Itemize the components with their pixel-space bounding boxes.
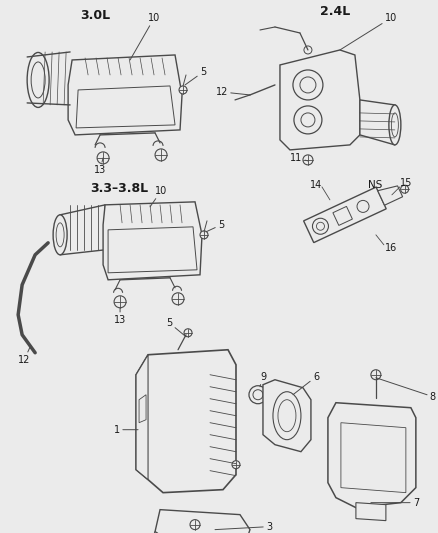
Circle shape (312, 218, 328, 234)
Text: 8: 8 (376, 378, 436, 402)
Circle shape (200, 231, 208, 239)
Text: 3.3–3.8L: 3.3–3.8L (90, 182, 148, 196)
Text: 10: 10 (150, 186, 167, 207)
Ellipse shape (56, 223, 64, 247)
Polygon shape (76, 86, 175, 128)
Circle shape (303, 155, 313, 165)
Text: 12: 12 (18, 347, 31, 365)
Text: 5: 5 (166, 318, 186, 337)
Polygon shape (60, 205, 105, 255)
Ellipse shape (273, 392, 301, 440)
Polygon shape (280, 50, 360, 150)
Polygon shape (68, 55, 182, 135)
Polygon shape (136, 355, 148, 480)
Text: 15: 15 (400, 178, 412, 188)
Text: 10: 10 (340, 13, 397, 50)
Text: 2.4L: 2.4L (320, 5, 350, 19)
Ellipse shape (278, 400, 296, 432)
Circle shape (249, 386, 267, 403)
Ellipse shape (389, 105, 401, 145)
Polygon shape (341, 423, 406, 492)
Text: 16: 16 (385, 243, 397, 253)
Polygon shape (360, 100, 395, 145)
Text: 13: 13 (94, 158, 106, 175)
Circle shape (97, 152, 109, 164)
Text: 10: 10 (130, 13, 160, 60)
Circle shape (301, 113, 315, 127)
Polygon shape (103, 202, 202, 280)
Polygon shape (136, 350, 236, 492)
Text: 6: 6 (293, 372, 319, 395)
Circle shape (232, 461, 240, 469)
Ellipse shape (53, 215, 67, 255)
Text: 5: 5 (206, 220, 224, 232)
Ellipse shape (392, 113, 399, 137)
Circle shape (317, 222, 325, 230)
Circle shape (357, 200, 369, 212)
Polygon shape (108, 227, 197, 273)
Text: 3.0L: 3.0L (80, 10, 110, 22)
Polygon shape (378, 186, 403, 205)
Circle shape (114, 296, 126, 308)
Polygon shape (304, 187, 386, 243)
Circle shape (294, 106, 322, 134)
Ellipse shape (27, 52, 49, 108)
Text: 3: 3 (215, 522, 272, 531)
Circle shape (300, 77, 316, 93)
Text: 9: 9 (260, 372, 266, 387)
Circle shape (184, 329, 192, 337)
Polygon shape (333, 206, 353, 225)
Polygon shape (356, 503, 386, 521)
Polygon shape (148, 531, 168, 533)
Circle shape (253, 390, 263, 400)
Circle shape (401, 185, 409, 193)
Text: 14: 14 (310, 180, 322, 190)
Ellipse shape (31, 62, 45, 98)
Text: 7: 7 (371, 498, 419, 507)
Circle shape (293, 70, 323, 100)
Text: 11: 11 (290, 153, 308, 163)
Circle shape (190, 520, 200, 530)
Circle shape (304, 46, 312, 54)
Polygon shape (328, 403, 416, 507)
Text: 1: 1 (114, 425, 138, 435)
Polygon shape (139, 395, 146, 423)
Circle shape (179, 86, 187, 94)
Text: 12: 12 (215, 87, 250, 97)
Circle shape (371, 370, 381, 379)
Text: 13: 13 (114, 308, 126, 325)
Text: 5: 5 (185, 67, 206, 85)
Circle shape (172, 293, 184, 305)
Text: 4: 4 (0, 532, 1, 533)
Circle shape (155, 149, 167, 161)
Polygon shape (263, 379, 311, 451)
Text: NS: NS (368, 180, 382, 190)
Polygon shape (155, 510, 250, 533)
